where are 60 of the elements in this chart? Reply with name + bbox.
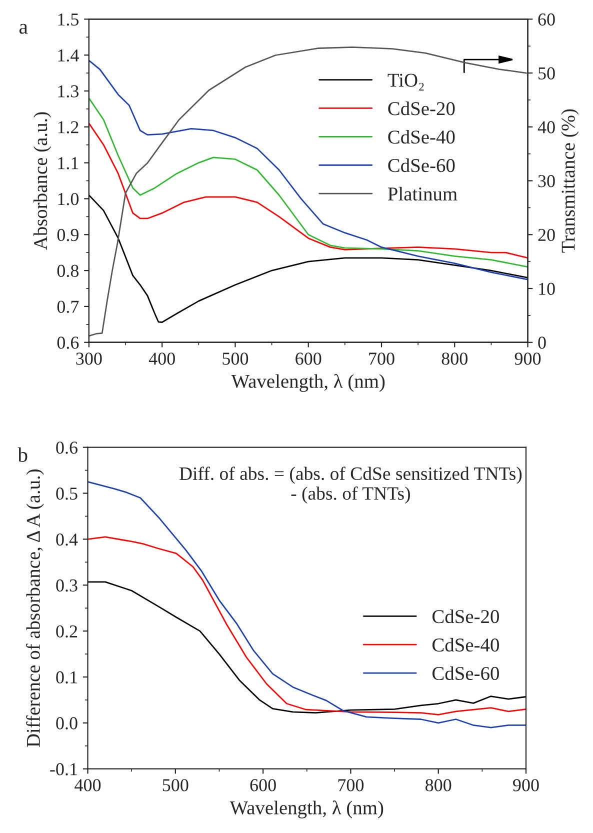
y-tick-label: 0.2 [56, 625, 78, 638]
y-tick-label: 0.9 [57, 228, 78, 242]
y-tick-label: 1.0 [58, 192, 79, 206]
x-axis-title: Wavelength, λ (nm) [230, 800, 384, 818]
x-tick-label: 900 [514, 352, 541, 365]
y2-tick-label: 40 [538, 121, 555, 134]
line-series [88, 122, 528, 259]
x-tick-label: 900 [513, 779, 539, 792]
x-tick-label: 600 [296, 352, 322, 365]
x-tick-label: 700 [369, 352, 394, 365]
text: b [18, 447, 28, 462]
x-tick-label: 700 [338, 779, 364, 792]
line-series [88, 46, 527, 337]
x-tick-label: 500 [222, 352, 248, 365]
y2-tick-label: 50 [538, 67, 555, 80]
y-tick-label: 0.6 [57, 336, 79, 349]
y2-tick-label: 60 [538, 13, 555, 26]
y-tick-label: -0.1 [50, 763, 77, 776]
line-series [88, 60, 528, 280]
legend-label: CdSe-40 [432, 638, 499, 652]
y-tick-label: 0.1 [56, 671, 77, 684]
y-tick-label: 1.2 [58, 121, 78, 134]
legend-label: Platinum [388, 186, 458, 201]
y2-tick-label: 20 [538, 228, 555, 242]
legend-label: CdSe-20 [388, 102, 455, 116]
y-tick-label: 1.5 [58, 14, 79, 26]
line-series [88, 536, 526, 716]
y-axis-title: Difference of absorbance, Δ A (a.u.) [26, 470, 44, 747]
y2-axis-title: Transmittance (%) [561, 109, 579, 253]
text: a [19, 24, 28, 34]
y-tick-label: 0.4 [56, 533, 78, 546]
x-axis-title: Wavelength, λ (nm) [231, 374, 385, 392]
line-series [88, 97, 528, 268]
x-tick-label: 400 [148, 352, 175, 365]
y-tick-label: 0.7 [57, 300, 79, 313]
x-tick-label: 800 [442, 352, 468, 365]
x-tick-label: 800 [425, 779, 452, 792]
y-tick-label: 1.3 [58, 85, 79, 98]
y2-tick-label: 10 [539, 282, 555, 295]
y-tick-label: 1.1 [58, 157, 78, 170]
y-tick-label: 0.6 [56, 442, 78, 454]
legend-label: CdSe-60 [432, 666, 499, 680]
legend-label: CdSe-60 [388, 158, 455, 172]
y-axis-title: Absorbance (a.u.) [33, 112, 52, 250]
y-tick-label: 0.0 [56, 717, 78, 730]
x-tick-label: 600 [250, 779, 276, 792]
annotation: Diff. of abs. = (abs. of CdSe sensitized TNTs) - (abs. of TNTs) [180, 466, 522, 504]
line-series [88, 581, 526, 714]
legend-label: TiO₂ [388, 74, 424, 91]
x-tick-label: 300 [76, 352, 102, 365]
legend-label: CdSe-40 [388, 130, 455, 144]
y-tick-label: 0.5 [56, 488, 78, 500]
y-tick-label: 0.8 [57, 264, 79, 278]
y2-tick-label: 30 [538, 175, 555, 188]
y-tick-label: 1.4 [58, 49, 79, 62]
y2-tick-label: 0 [538, 336, 546, 349]
x-tick-label: 500 [162, 779, 188, 792]
x-tick-label: 400 [74, 779, 101, 792]
y-tick-label: 0.3 [56, 579, 78, 592]
legend-label: CdSe-20 [432, 609, 499, 624]
